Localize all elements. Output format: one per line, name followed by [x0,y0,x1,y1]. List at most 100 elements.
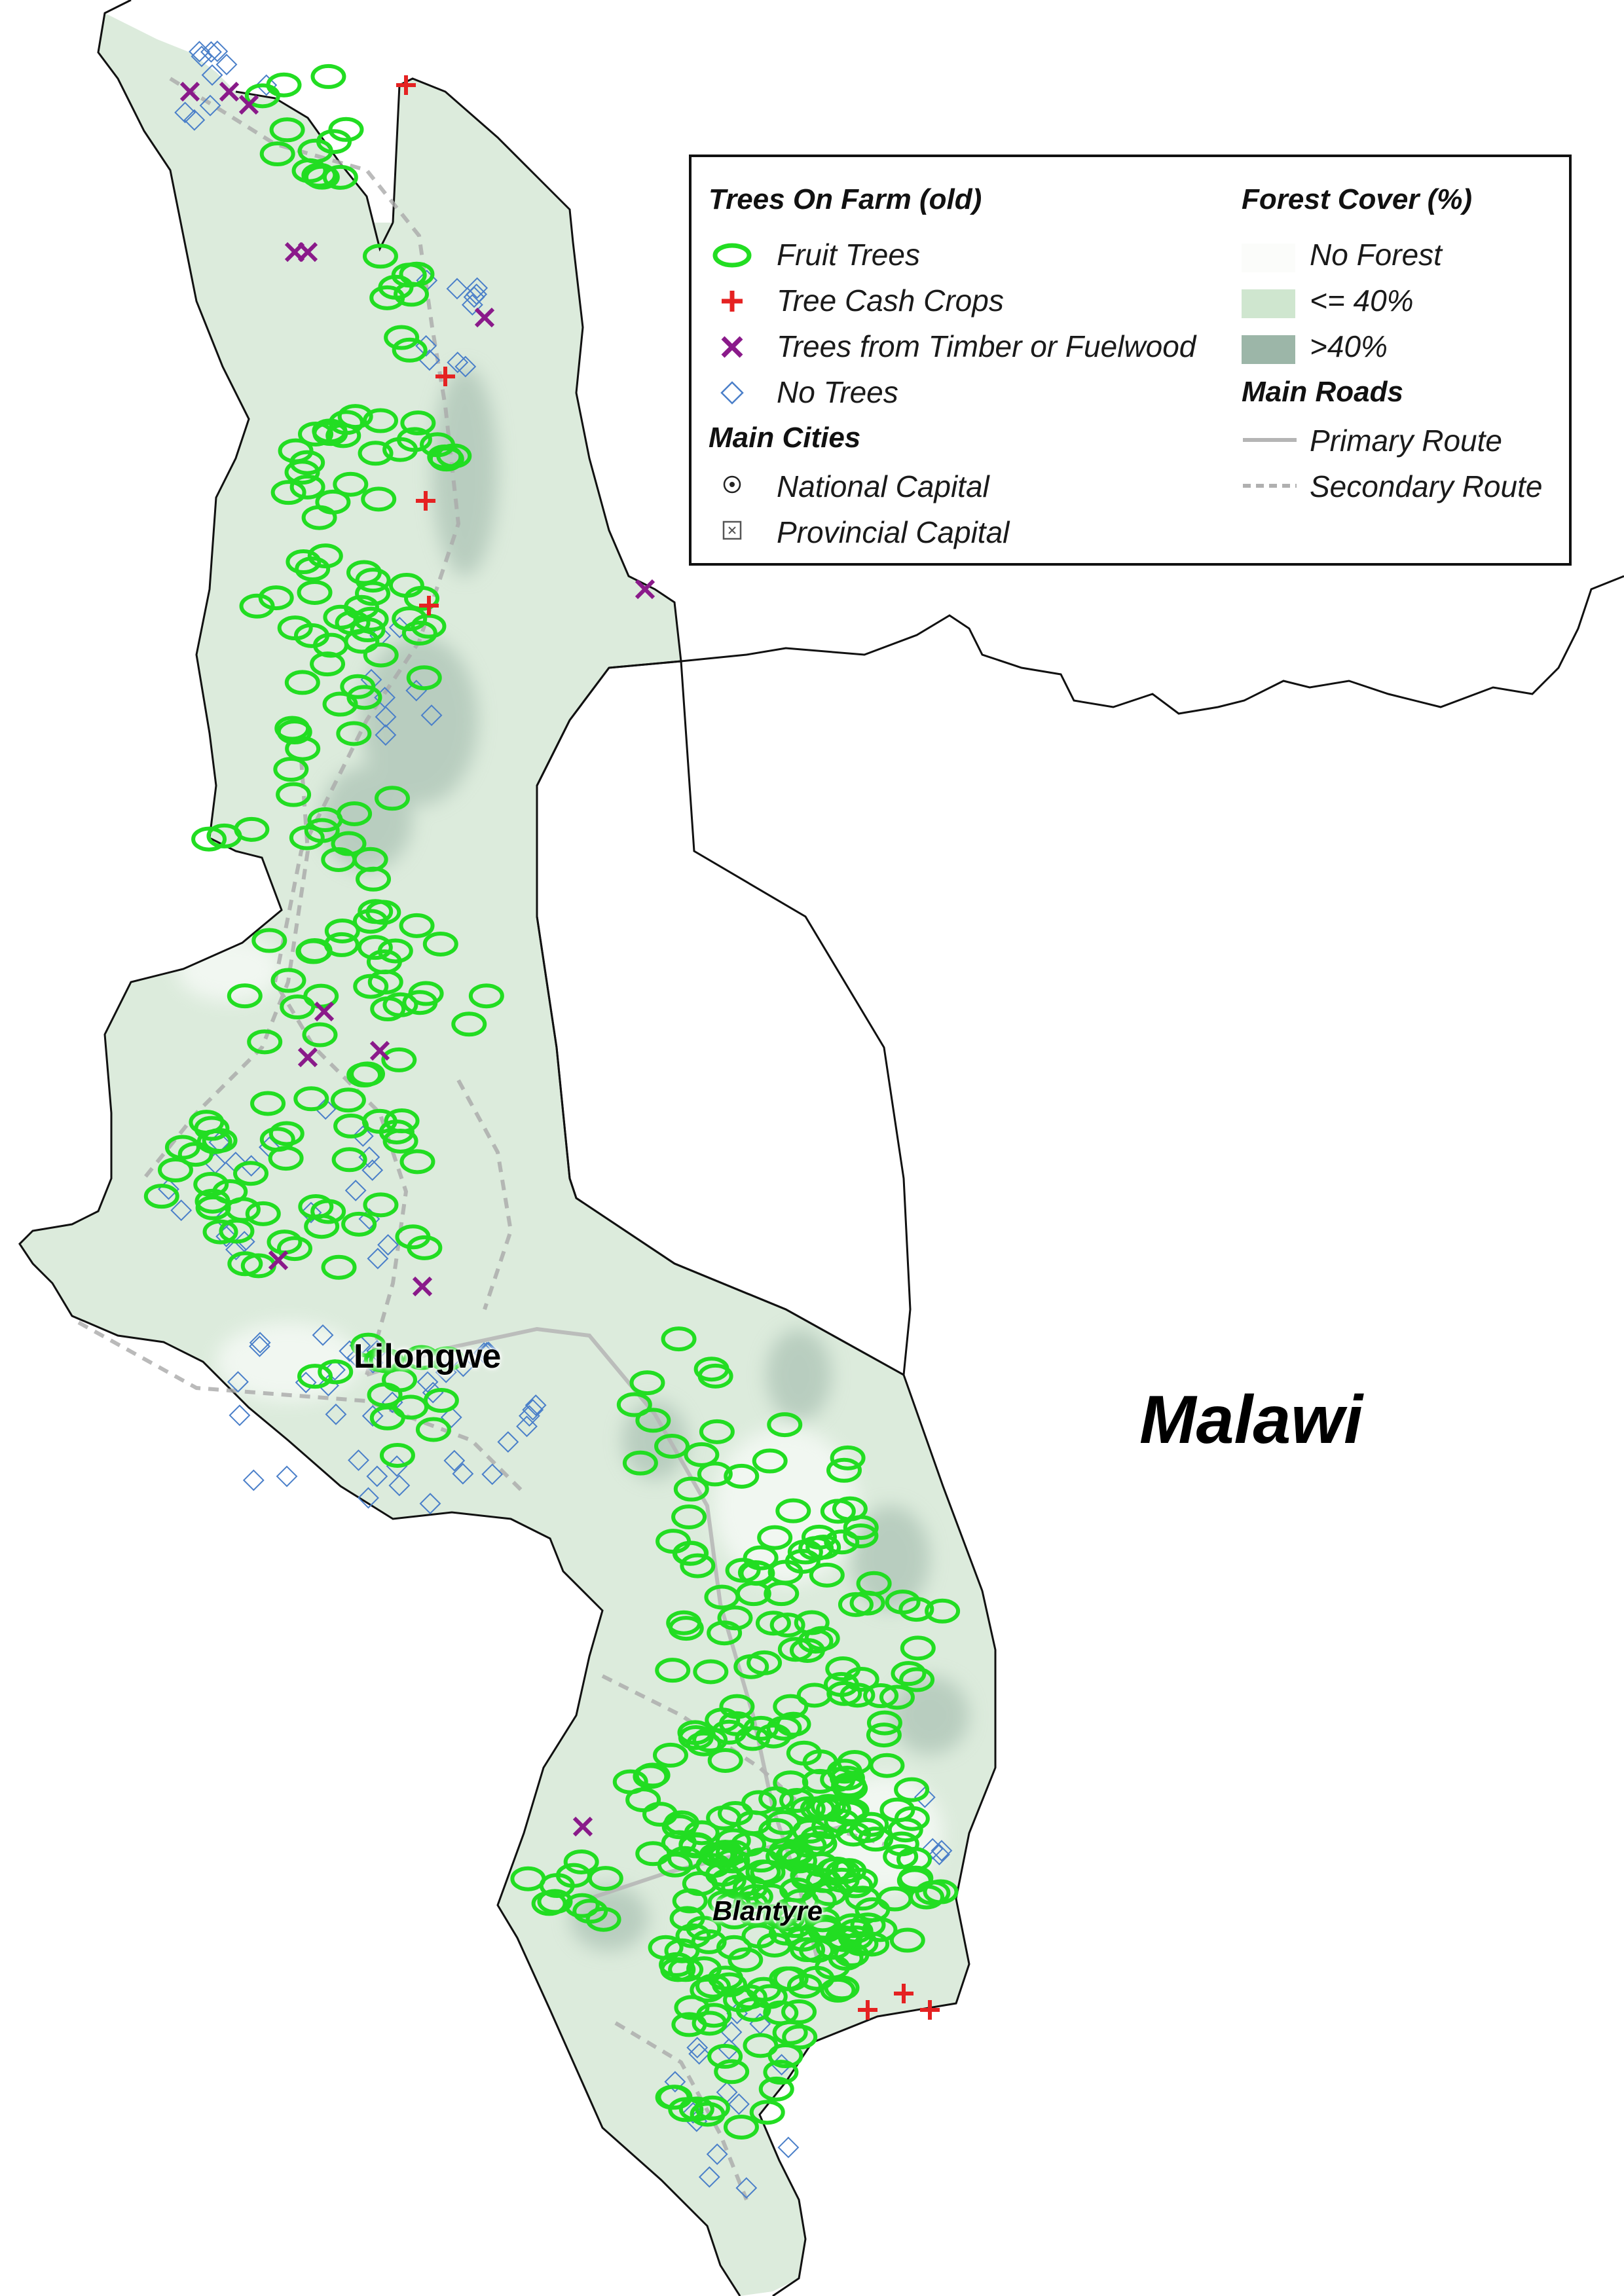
fruit-tree-marker [369,1348,405,1374]
fruit-tree-marker [723,2114,759,2140]
no-trees-marker [921,1838,944,1860]
fruit-tree-marker [635,1408,671,1433]
fruit-tree-marker [324,918,360,943]
fruit-tree-marker [276,782,312,807]
fruit-tree-marker [357,935,393,960]
no-trees-marker [664,2071,686,2093]
tree-markers-layer [143,41,961,2199]
fruit-tree-marker [716,1904,752,1930]
no-trees-marker [931,1840,953,1862]
fruit-tree-marker [826,1681,862,1706]
fruit-tree-marker [825,1859,861,1885]
timber-fuelwood-marker [369,1040,390,1061]
no-trees-marker [276,1465,298,1487]
swatch-no-forest [1242,244,1295,272]
fruit-tree-marker [291,158,327,183]
fruit-tree-marker [755,1611,791,1636]
fruit-tree-marker [666,1610,702,1635]
fruit-tree-marker [270,968,306,993]
fruit-tree-marker [622,1450,658,1476]
fruit-tree-marker [743,1545,779,1571]
fruit-tree-marker [799,1938,835,1963]
legend-secondary-route: Secondary Route [1310,469,1543,503]
fruit-tree-marker [325,423,361,448]
fruit-tree-marker [752,1448,788,1474]
fruit-tree-marker [616,1392,652,1417]
cash-crop-marker [920,2000,940,2020]
fruit-tree-marker [834,1942,870,1967]
red-plus-icon [722,291,743,312]
fruit-tree-marker [382,437,418,462]
legend-primary-route: Primary Route [1310,424,1502,458]
fruit-tree-marker [750,1859,786,1885]
fruit-tree-marker [810,1794,846,1819]
fruit-tree-marker [802,1768,838,1794]
fruit-tree-marker [353,974,389,999]
boxed-x-icon [722,520,742,540]
fruit-tree-marker [304,1214,340,1239]
fruit-tree-marker [363,642,399,668]
no-trees-marker [255,74,278,96]
fruit-tree-marker [629,1370,665,1396]
fruit-tree-marker [346,1063,382,1088]
fruit-tree-marker [769,1613,805,1638]
country-label: Malawi [1139,1382,1363,1458]
swatch-forest-high [1242,335,1295,364]
fruit-tree-marker [866,1722,902,1748]
fruit-tree-marker [763,2060,799,2085]
fruit-tree-marker [423,1387,459,1413]
fruit-tree-marker [310,64,346,89]
no-trees-marker [249,1332,271,1354]
no-trees-marker [201,64,223,86]
legend-forest-high: >40% [1310,329,1388,363]
fruit-tree-marker [843,1515,879,1540]
fruit-tree-marker [697,1461,733,1487]
fruit-tree-marker [331,831,367,856]
fruit-tree-marker [803,1852,839,1878]
fruit-tree-marker [392,606,428,632]
fruit-tree-marker [295,939,331,964]
fruit-tree-marker [625,1787,661,1813]
fruit-tree-marker [335,610,371,636]
fruit-tree-marker [894,1806,930,1831]
fruit-tree-marker [826,1457,862,1483]
fruit-tree-marker [298,421,334,446]
fruit-tree-marker [690,1977,726,2003]
fruit-tree-marker [193,1172,229,1197]
fruit-tree-marker [297,1364,333,1389]
fruit-tree-marker [401,620,437,646]
fruit-tree-marker [270,480,306,505]
fruit-tree-marker [756,1723,792,1749]
fruit-tree-marker [712,1972,748,1997]
fruit-tree-marker [302,1022,338,1048]
fruit-tree-marker [297,579,333,605]
fruit-tree-marker [399,913,435,938]
no-trees-marker [452,1463,474,1485]
fruit-tree-marker [699,1419,735,1444]
timber-fuelwood-marker [474,307,495,328]
fruit-tree-marker [268,1146,304,1171]
fruit-tree-marker [374,786,410,811]
fruit-tree-marker [286,549,322,575]
fruit-tree-marker [321,1254,357,1280]
no-trees-marker [227,1371,249,1393]
fruit-tree-marker [258,585,294,611]
fruit-tree-marker [363,1192,399,1218]
timber-fuelwood-marker [297,1047,318,1068]
fruit-tree-marker [655,1529,692,1554]
fruit-tree-marker [420,432,456,458]
no-trees-marker [446,278,468,300]
fruit-tree-marker [843,1523,879,1548]
fruit-tree-marker [737,1560,773,1586]
no-trees-marker [728,2093,750,2115]
no-trees-marker [200,41,222,63]
timber-fuelwood-marker [179,81,200,102]
legend-provincial-capital: Provincial Capital [777,515,1010,549]
fruit-tree-marker [820,1767,856,1793]
fruit-tree-marker [384,325,420,350]
fruit-tree-marker [823,1671,859,1697]
fruit-tree-marker [721,1874,757,1900]
no-trees-marker [440,1406,462,1429]
legend-timber-fuelwood: Trees from Timber or Fuelwood [777,329,1196,363]
no-trees-marker [367,1247,389,1269]
